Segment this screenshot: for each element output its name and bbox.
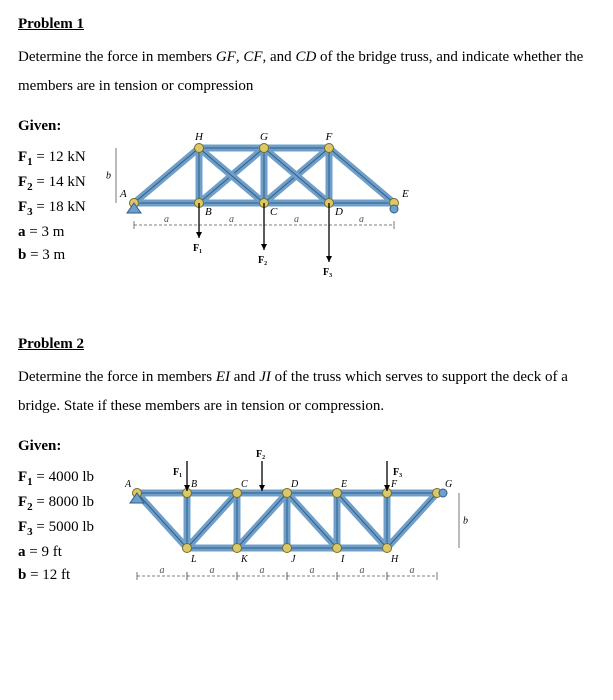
svg-text:a: a bbox=[160, 565, 165, 576]
svg-text:A: A bbox=[119, 188, 127, 200]
p1-g3-l: a bbox=[18, 224, 26, 240]
p1-desc-pre: Determine the force in members bbox=[18, 49, 216, 65]
p1-member-cd: CD bbox=[295, 49, 316, 65]
svg-text:E: E bbox=[401, 188, 409, 200]
p1-g3-r: = 3 m bbox=[26, 224, 65, 240]
svg-text:a: a bbox=[294, 214, 299, 225]
svg-text:F₃: F₃ bbox=[323, 267, 332, 278]
p1-member-cf: CF bbox=[243, 49, 262, 65]
p1-given-0: F1 = 12 kN bbox=[18, 149, 86, 168]
svg-text:F: F bbox=[324, 131, 332, 143]
svg-text:K: K bbox=[240, 554, 249, 565]
svg-text:A: A bbox=[124, 479, 132, 490]
svg-text:L: L bbox=[190, 554, 197, 565]
p1-g0-l: F bbox=[18, 149, 27, 165]
problem-2-figure: A B C D E F G L K J I H F₁ F₂ F₃ b a a a a a a bbox=[112, 438, 492, 618]
p2-given-1: F2 = 8000 lb bbox=[18, 494, 94, 513]
svg-text:C: C bbox=[241, 479, 248, 490]
svg-text:I: I bbox=[340, 554, 345, 565]
p1-g1-l: F bbox=[18, 174, 27, 190]
p1-given-1: F2 = 14 kN bbox=[18, 174, 86, 193]
p2-g1-l: F bbox=[18, 494, 27, 510]
p2-member-ei: EI bbox=[216, 369, 230, 385]
problem-1-description: Determine the force in members GF, CF, a… bbox=[18, 43, 595, 100]
p2-member-ji: JI bbox=[259, 369, 271, 385]
svg-text:G: G bbox=[445, 479, 452, 490]
p2-g0-r: = 4000 lb bbox=[33, 469, 94, 485]
problem-2-given-block: Given: F1 = 4000 lb F2 = 8000 lb F3 = 50… bbox=[18, 438, 94, 590]
p2-g0-l: F bbox=[18, 469, 27, 485]
svg-text:F₂: F₂ bbox=[256, 449, 265, 460]
problem-2-description: Determine the force in members EI and JI… bbox=[18, 363, 595, 420]
problem-1-heading: Problem 1 bbox=[18, 16, 595, 33]
p1-given-2: F3 = 18 kN bbox=[18, 199, 86, 218]
svg-text:a: a bbox=[360, 565, 365, 576]
p1-sep2: , and bbox=[263, 49, 296, 65]
svg-text:b: b bbox=[463, 516, 468, 527]
svg-text:F₁: F₁ bbox=[173, 467, 182, 478]
p2-given-3: a = 9 ft bbox=[18, 544, 94, 561]
p2-g4-r: = 12 ft bbox=[26, 567, 70, 583]
p1-g1-r: = 14 kN bbox=[33, 174, 86, 190]
svg-text:F: F bbox=[390, 479, 398, 490]
p1-g2-r: = 18 kN bbox=[33, 199, 86, 215]
svg-text:B: B bbox=[205, 206, 212, 218]
p2-g2-l: F bbox=[18, 519, 27, 535]
p1-given-4: b = 3 m bbox=[18, 247, 86, 264]
svg-text:a: a bbox=[164, 214, 169, 225]
problem-2: Problem 2 Determine the force in members… bbox=[18, 336, 595, 618]
p1-g0-r: = 12 kN bbox=[33, 149, 86, 165]
p1-given-3: a = 3 m bbox=[18, 224, 86, 241]
p2-desc-pre: Determine the force in members bbox=[18, 369, 216, 385]
svg-text:F₃: F₃ bbox=[393, 467, 402, 478]
svg-text:a: a bbox=[210, 565, 215, 576]
problem-2-heading: Problem 2 bbox=[18, 336, 595, 353]
svg-text:a: a bbox=[260, 565, 265, 576]
problem-1-given-block: Given: F1 = 12 kN F2 = 14 kN F3 = 18 kN … bbox=[18, 118, 86, 270]
p1-g2-l: F bbox=[18, 199, 27, 215]
svg-text:D: D bbox=[334, 206, 343, 218]
svg-text:H: H bbox=[194, 131, 204, 143]
p2-given-label: Given: bbox=[18, 438, 94, 455]
svg-text:C: C bbox=[270, 206, 278, 218]
p1-given-label: Given: bbox=[18, 118, 86, 135]
p2-g3-l: a bbox=[18, 544, 26, 560]
svg-text:a: a bbox=[359, 214, 364, 225]
p1-g4-r: = 3 m bbox=[26, 247, 65, 263]
p2-given-0: F1 = 4000 lb bbox=[18, 469, 94, 488]
svg-text:b: b bbox=[106, 171, 111, 182]
p2-given-4: b = 12 ft bbox=[18, 567, 94, 584]
svg-text:a: a bbox=[410, 565, 415, 576]
p2-g3-r: = 9 ft bbox=[26, 544, 62, 560]
svg-text:D: D bbox=[290, 479, 299, 490]
problem-1-figure: H G F B C D A Eb a a a a F₁ F₂ F₃ bbox=[104, 118, 464, 308]
svg-text:F₂: F₂ bbox=[258, 255, 267, 266]
p1-member-gf: GF bbox=[216, 49, 236, 65]
svg-text:J: J bbox=[291, 554, 296, 565]
svg-text:a: a bbox=[229, 214, 234, 225]
svg-text:B: B bbox=[191, 479, 197, 490]
svg-text:G: G bbox=[260, 131, 268, 143]
svg-text:H: H bbox=[390, 554, 399, 565]
p2-g1-r: = 8000 lb bbox=[33, 494, 94, 510]
p2-sep1: and bbox=[230, 369, 259, 385]
p2-g2-r: = 5000 lb bbox=[33, 519, 94, 535]
svg-text:E: E bbox=[340, 479, 347, 490]
p2-given-2: F3 = 5000 lb bbox=[18, 519, 94, 538]
problem-1: Problem 1 Determine the force in members… bbox=[18, 16, 595, 308]
svg-text:F₁: F₁ bbox=[193, 243, 202, 254]
svg-text:a: a bbox=[310, 565, 315, 576]
